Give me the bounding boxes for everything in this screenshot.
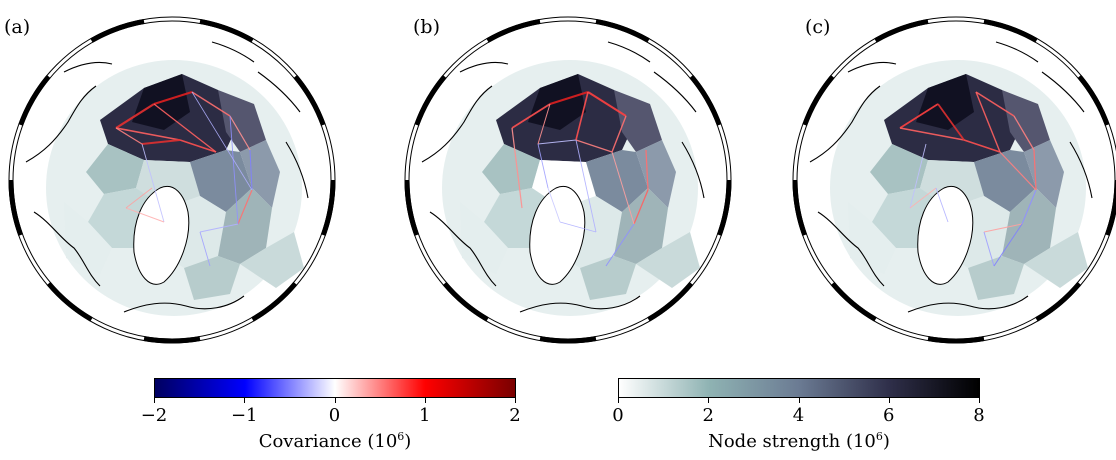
covariance-tick-label: 1 bbox=[419, 405, 431, 426]
node-strength-colorbar bbox=[618, 378, 980, 398]
node-strength-tick-label: 8 bbox=[973, 405, 985, 426]
panel-label-b: (b) bbox=[413, 16, 440, 38]
covariance-tick-mark bbox=[244, 398, 246, 403]
panel-label-c: (c) bbox=[805, 16, 831, 38]
covariance-tick-label: −2 bbox=[140, 405, 168, 426]
covariance-tick-label: 2 bbox=[509, 405, 521, 426]
covariance-tick-mark bbox=[515, 398, 516, 403]
arctic-map-c bbox=[792, 16, 1116, 344]
node-strength-tick-label: 2 bbox=[702, 405, 714, 426]
covariance-tick-mark bbox=[334, 398, 336, 403]
arctic-map-b bbox=[404, 16, 732, 344]
covariance-tick-label: 0 bbox=[328, 405, 341, 426]
arctic-map-a bbox=[8, 16, 336, 344]
covariance-tick-mark bbox=[424, 398, 426, 403]
panel-label-a: (a) bbox=[4, 16, 31, 38]
node-strength-tick-mark bbox=[888, 398, 890, 403]
node-strength-tick-label: 6 bbox=[883, 405, 895, 426]
node-strength-tick-label: 4 bbox=[792, 405, 805, 426]
covariance-tick-mark bbox=[154, 398, 155, 403]
covariance-colorbar-title: Covariance (106) bbox=[258, 430, 412, 452]
node-strength-tick-label: 0 bbox=[612, 405, 624, 426]
covariance-tick-label: −1 bbox=[230, 405, 258, 426]
node-strength-tick-mark bbox=[798, 398, 800, 403]
covariance-colorbar bbox=[154, 378, 516, 398]
node-strength-tick-mark bbox=[979, 398, 980, 403]
node-strength-tick-mark bbox=[708, 398, 710, 403]
node-strength-tick-mark bbox=[618, 398, 619, 403]
node-strength-colorbar-title: Node strength (106) bbox=[708, 430, 890, 452]
